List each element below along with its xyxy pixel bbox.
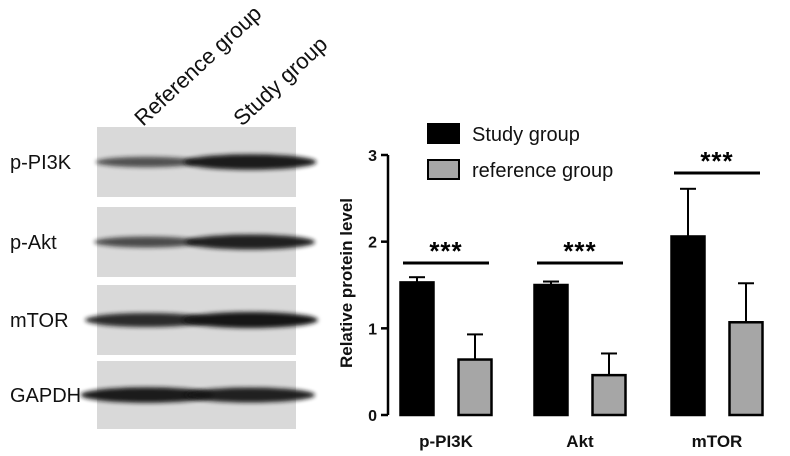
bar-study: [533, 283, 569, 417]
bar-study: [399, 281, 435, 417]
bar-reference: [457, 358, 493, 417]
bar-study: [670, 235, 706, 417]
x-category-label: mTOR: [692, 432, 743, 451]
blot-rows: p-PI3K p-Akt mTOR GAPDH: [10, 127, 318, 429]
band-study: [182, 312, 318, 328]
band-reference: [85, 313, 209, 327]
blot-row-label: GAPDH: [10, 385, 81, 407]
x-category-label: p-PI3K: [419, 432, 474, 451]
significance-annotations: *** *** ***: [403, 146, 760, 266]
x-category-label: Akt: [566, 432, 594, 451]
y-axis: 0 1 2 3: [368, 148, 390, 425]
band-reference: [80, 387, 214, 403]
band-reference: [95, 156, 199, 168]
band-study: [183, 154, 317, 170]
bar-reference: [728, 321, 764, 417]
y-axis-title: Relative protein level: [337, 198, 356, 368]
blot-row: p-PI3K: [10, 127, 317, 197]
band-reference: [94, 236, 200, 248]
legend-label: reference group: [472, 160, 613, 182]
legend-swatch: [427, 159, 460, 180]
legend-label: Study group: [472, 124, 580, 146]
bar-chart: Study group reference group 0 1 2 3 Relative…: [337, 123, 764, 451]
blot-row-label: p-Akt: [10, 232, 57, 254]
band-study: [185, 387, 315, 403]
bars: [399, 187, 764, 417]
y-tick-label: 3: [368, 148, 377, 165]
western-blot-panel: Reference group Study group p-PI3Kp-Aktm…: [10, 1, 332, 429]
blot-row: GAPDH: [10, 361, 315, 429]
x-axis-labels: p-PI3K Akt mTOR: [419, 432, 742, 451]
band-study: [185, 234, 315, 250]
legend-swatch: [427, 123, 460, 144]
significance-label: ***: [700, 146, 733, 176]
y-tick-label: 1: [368, 321, 377, 338]
legend: Study group reference group: [427, 123, 613, 182]
blot-row-label: mTOR: [10, 310, 69, 332]
blot-row-label: p-PI3K: [10, 152, 72, 174]
y-tick-label: 2: [368, 235, 377, 252]
y-tick-label: 0: [368, 408, 377, 425]
blot-row: mTOR: [10, 285, 318, 355]
lane-label-study: Study group: [228, 31, 332, 130]
bar-reference: [591, 373, 627, 417]
blot-row: p-Akt: [10, 207, 315, 277]
significance-label: ***: [429, 236, 462, 266]
significance-label: ***: [563, 236, 596, 266]
